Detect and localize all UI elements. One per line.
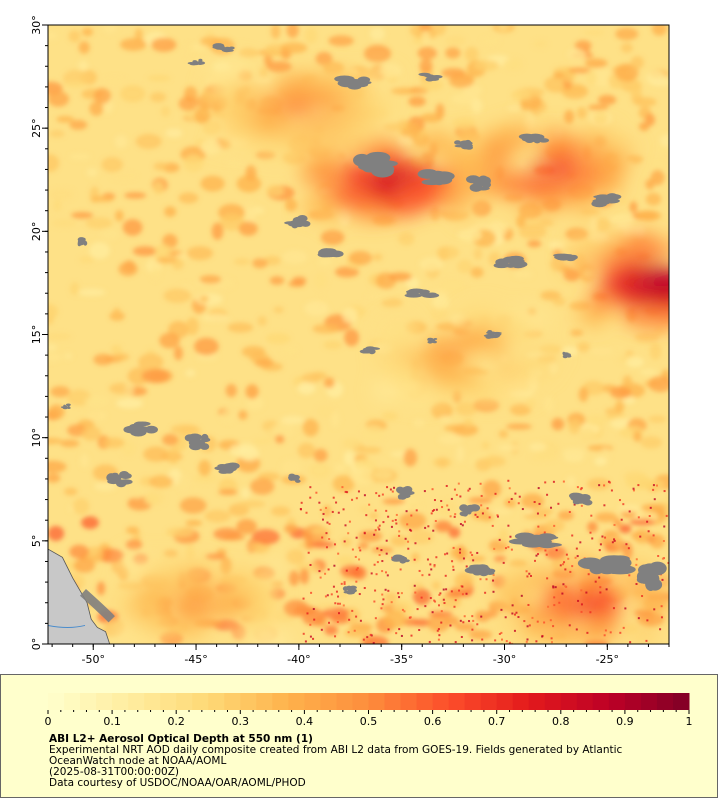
colorbar-swatch	[48, 693, 65, 710]
colorbar-swatch	[288, 693, 305, 710]
colorbar-tick-label: 0.3	[232, 715, 250, 728]
colorbar-swatch	[400, 693, 418, 710]
x-tick-label: -40°	[287, 653, 310, 666]
colorbar-swatch	[592, 693, 610, 710]
colorbar-swatch	[176, 693, 193, 710]
y-tick-label: 5°	[30, 535, 43, 548]
colorbar-swatch	[240, 693, 257, 710]
colorbar-swatch	[512, 693, 530, 710]
colorbar-swatch	[528, 693, 546, 710]
y-tick-label: 10°	[30, 428, 43, 448]
colorbar-swatch	[496, 693, 514, 710]
colorbar-swatch	[576, 693, 594, 710]
colorbar-swatch	[656, 693, 674, 710]
colorbar-tick-label: 0.1	[103, 715, 121, 728]
colorbar-swatch	[160, 693, 177, 710]
colorbar-swatch	[384, 693, 402, 710]
map-svg: -50° -45° -40° -35° -30° -25° 0° 5° 10° 15° 20° 25°…	[30, 15, 670, 666]
south-america-land	[48, 548, 111, 644]
colorbar-swatch	[96, 693, 113, 710]
colorbar-swatch	[448, 693, 466, 710]
colorbar-tick-label: 0.9	[616, 715, 634, 728]
colorbar-swatch	[480, 693, 498, 710]
colorbar-swatch	[256, 693, 273, 710]
colorbar-swatch	[320, 693, 337, 710]
colorbar-swatch	[192, 693, 209, 710]
colorbar-tick-label: 0.6	[424, 715, 442, 728]
colorbar-swatch	[672, 693, 690, 710]
colorbar-swatch	[416, 693, 434, 710]
colorbar-swatch	[208, 693, 225, 710]
colorbar-tick-label: 0.5	[360, 715, 378, 728]
colorbar-swatch	[352, 693, 369, 710]
colorbar-swatch	[112, 693, 129, 710]
colorbar: 0 0.1 0.2 0.3 0.4 0.5 0.6 0.7 0.8 0.9 1	[45, 693, 693, 728]
colorbar-swatch	[640, 693, 658, 710]
colorbar-swatch	[432, 693, 450, 710]
colorbar-tick-label: 0.7	[488, 715, 506, 728]
legend-date: (2025-08-31T00:00:00Z)	[49, 766, 179, 778]
colorbar-swatch	[336, 693, 353, 710]
colorbar-swatch	[464, 693, 482, 710]
colorbar-swatch	[144, 693, 161, 710]
legend-description-cont: OceanWatch node at NOAA/AOML	[49, 755, 227, 767]
y-tick-label: 20°	[30, 222, 43, 242]
colorbar-tick-label: 1	[686, 715, 693, 728]
no-data-areas	[60, 43, 667, 595]
colorbar-swatch	[624, 693, 642, 710]
colorbar-swatch	[368, 693, 386, 710]
legend-panel: 0 0.1 0.2 0.3 0.4 0.5 0.6 0.7 0.8 0.9 1 ABI L2+ Ae…	[0, 674, 718, 798]
colorbar-swatch	[128, 693, 145, 710]
y-tick-label: 15°	[30, 325, 43, 345]
amazon-river	[48, 624, 86, 628]
x-tick-label: -50°	[82, 653, 105, 666]
colorbar-tick-label: 0.8	[552, 715, 570, 728]
y-tick-label: 30°	[30, 15, 43, 35]
aod-map: -50° -45° -40° -35° -30° -25° 0° 5° 10° 15° 20° 25°…	[30, 15, 670, 666]
colorbar-tick-label: 0.2	[167, 715, 185, 728]
colorbar-swatch	[80, 693, 97, 710]
y-tick-label: 0°	[30, 638, 43, 651]
legend-credit: Data courtesy of USDOC/NOAA/OAR/AOML/PHO…	[49, 777, 306, 789]
colorbar-swatch	[304, 693, 321, 710]
colorbar-swatch	[224, 693, 241, 710]
y-tick-label: 25°	[30, 118, 43, 138]
aod-field	[48, 25, 669, 644]
x-tick-label: -35°	[390, 653, 413, 666]
colorbar-swatch	[64, 693, 81, 710]
colorbar-swatch	[560, 693, 578, 710]
x-tick-label: -30°	[493, 653, 516, 666]
colorbar-swatch	[272, 693, 289, 710]
colorbar-swatch	[544, 693, 562, 710]
colorbar-tick-label: 0.4	[296, 715, 314, 728]
colorbar-tick-label: 0	[45, 715, 52, 728]
legend-title: ABI L2+ Aerosol Optical Depth at 550 nm …	[49, 733, 313, 745]
x-tick-label: -45°	[184, 653, 207, 666]
x-tick-label: -25°	[596, 653, 619, 666]
colorbar-swatch	[608, 693, 626, 710]
legend-description: Experimental NRT AOD daily composite cre…	[49, 744, 623, 756]
